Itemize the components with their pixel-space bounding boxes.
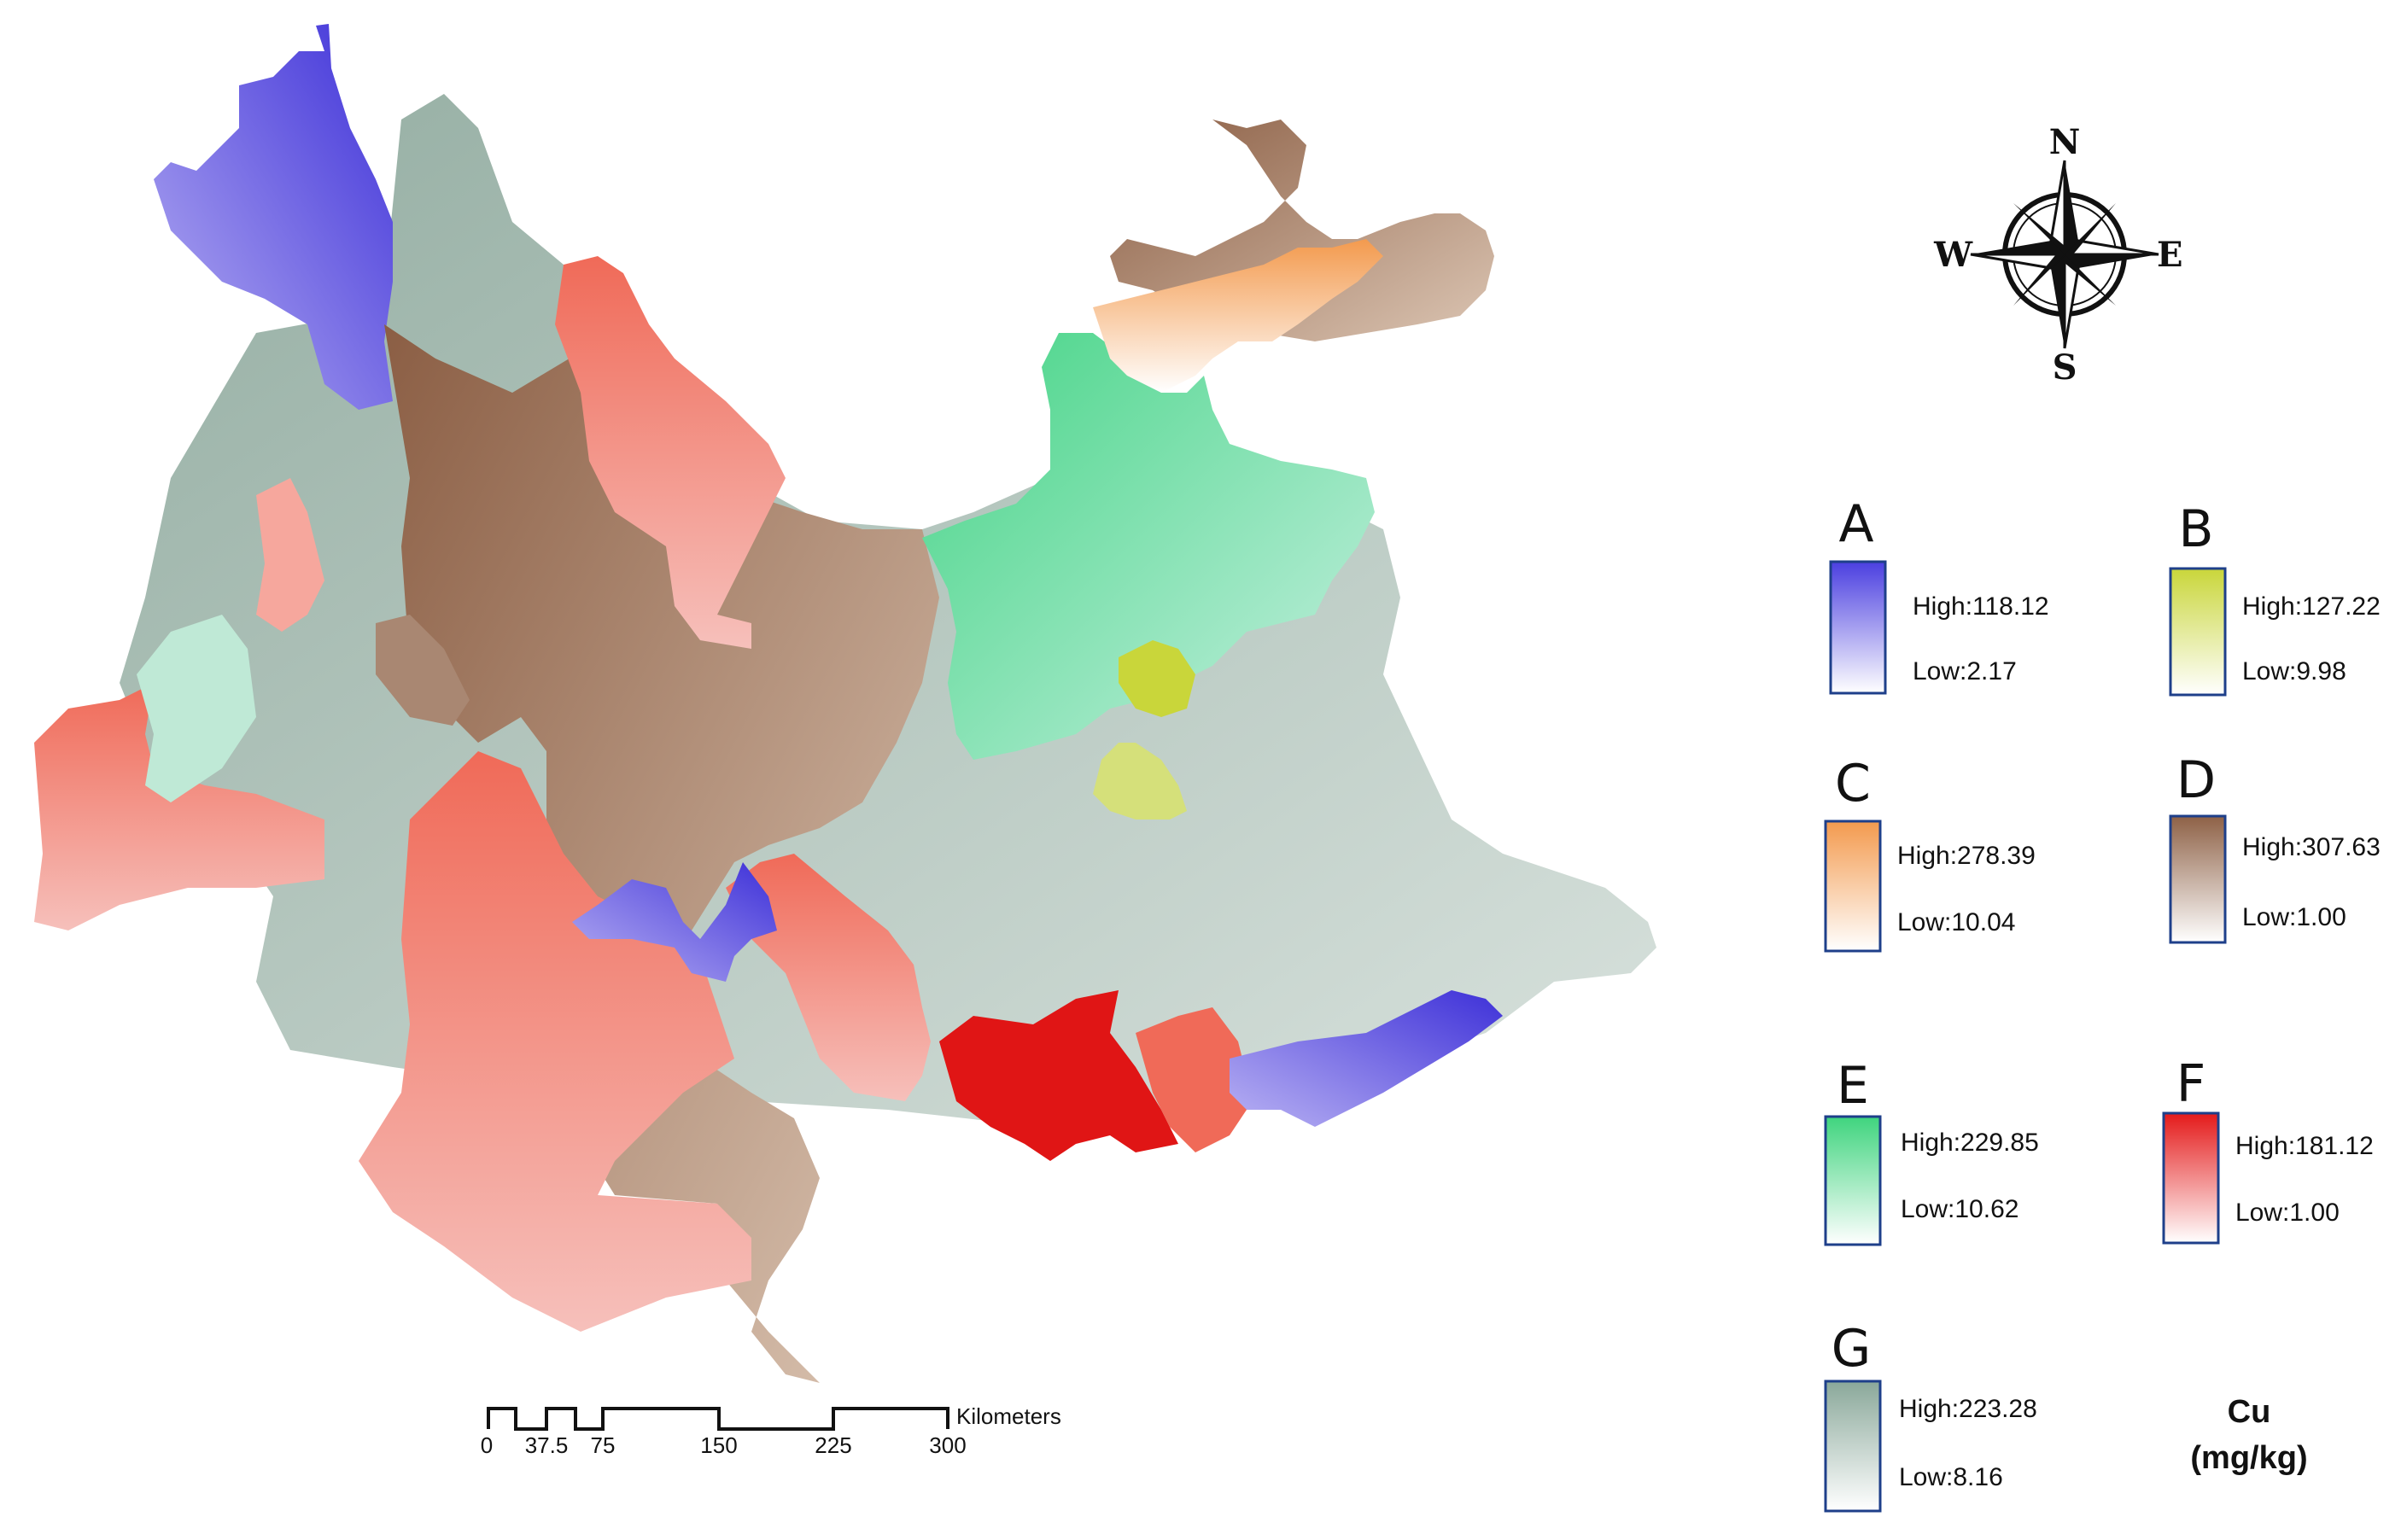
north-arrow-compass-icon: N S E W [1933,122,2182,388]
compass-north-label: N [2049,122,2081,162]
scale-tick-3: 150 [700,1432,737,1458]
compass-south-label: S [2053,347,2077,388]
legend-item-d: D High:307.63 Low:1.00 [2169,750,2381,944]
region-f-west [34,683,324,930]
legend-letter-a: A [1838,494,1873,554]
legend-letter-d: D [2176,750,2216,810]
legend-item-e: E High:229.85 Low:10.62 [1824,1056,2039,1246]
legend-high-a: High:118.12 [1913,592,2049,621]
legend-letter-b: B [2178,499,2213,559]
legend-low-g: Low:8.16 [1899,1463,2003,1491]
legend-high-f: High:181.12 [2235,1132,2374,1160]
scale-unit-label: Kilometers [956,1403,1061,1429]
compass-east-label: E [2157,235,2183,275]
legend-item-a: A High:118.12 Low:2.17 [1829,494,2049,695]
legend-low-e: Low:10.62 [1901,1195,2018,1223]
region-f-central-south [726,854,931,1101]
scale-tick-5: 300 [929,1432,966,1458]
legend-unit-measure: (mg/kg) [2190,1440,2307,1476]
scale-tick-0: 0 [481,1432,493,1458]
region-f-south [1136,1007,1247,1152]
compass-west-label: W [1933,235,1973,275]
legend-high-g: High:223.28 [1899,1395,2037,1423]
legend-unit-element: Cu [2228,1394,2271,1430]
region-f-southwest [359,751,751,1332]
region-e-northeast [922,333,1375,760]
legend-item-c: C High:278.39 Low:10.04 [1824,754,2036,953]
legend-low-f: Low:1.00 [2235,1199,2340,1227]
legend-high-e: High:229.85 [1901,1129,2039,1157]
legend-letter-f: F [2176,1054,2206,1114]
legend-letter-g: G [1832,1319,1872,1379]
region-a-central [572,862,777,982]
region-a-southeast [1230,990,1503,1127]
region-a-northwest [154,24,393,410]
region-f-central [555,256,786,649]
legend-item-b: B High:127.22 Low:9.98 [2169,499,2381,697]
legend-low-d: Low:1.00 [2242,903,2346,931]
legend-low-b: Low:9.98 [2242,657,2346,685]
legend: A High:118.12 Low:2.17 B High:127.22 Low… [1824,494,2381,1513]
region-b-upper [1119,640,1195,717]
legend-high-b: High:127.22 [2242,592,2381,621]
scale-tick-2: 75 [591,1432,616,1458]
legend-letter-c: C [1835,754,1871,814]
legend-item-f: F High:181.12 Low:1.00 [2162,1054,2374,1245]
legend-high-d: High:307.63 [2242,833,2381,861]
region-e-west [137,615,256,802]
region-d-small [376,615,470,726]
map-regions [34,24,1656,1383]
region-f-south-dark [939,990,1178,1161]
legend-low-a: Low:2.17 [1913,657,2017,685]
region-b-lower [1093,743,1187,820]
region-d-north [384,324,939,1383]
legend-item-g: G High:223.28 Low:8.16 [1824,1319,2037,1513]
region-f-west-upper [256,478,324,632]
scale-tick-1: 37.5 [525,1432,569,1458]
legend-letter-e: E [1837,1056,1869,1116]
region-c-northeast [1093,239,1383,393]
legend-low-c: Low:10.04 [1897,908,2015,936]
scale-tick-4: 225 [815,1432,851,1458]
scale-bar: 0 37.5 75 150 225 300 Kilometers [481,1403,1061,1458]
legend-high-c: High:278.39 [1897,842,2036,870]
